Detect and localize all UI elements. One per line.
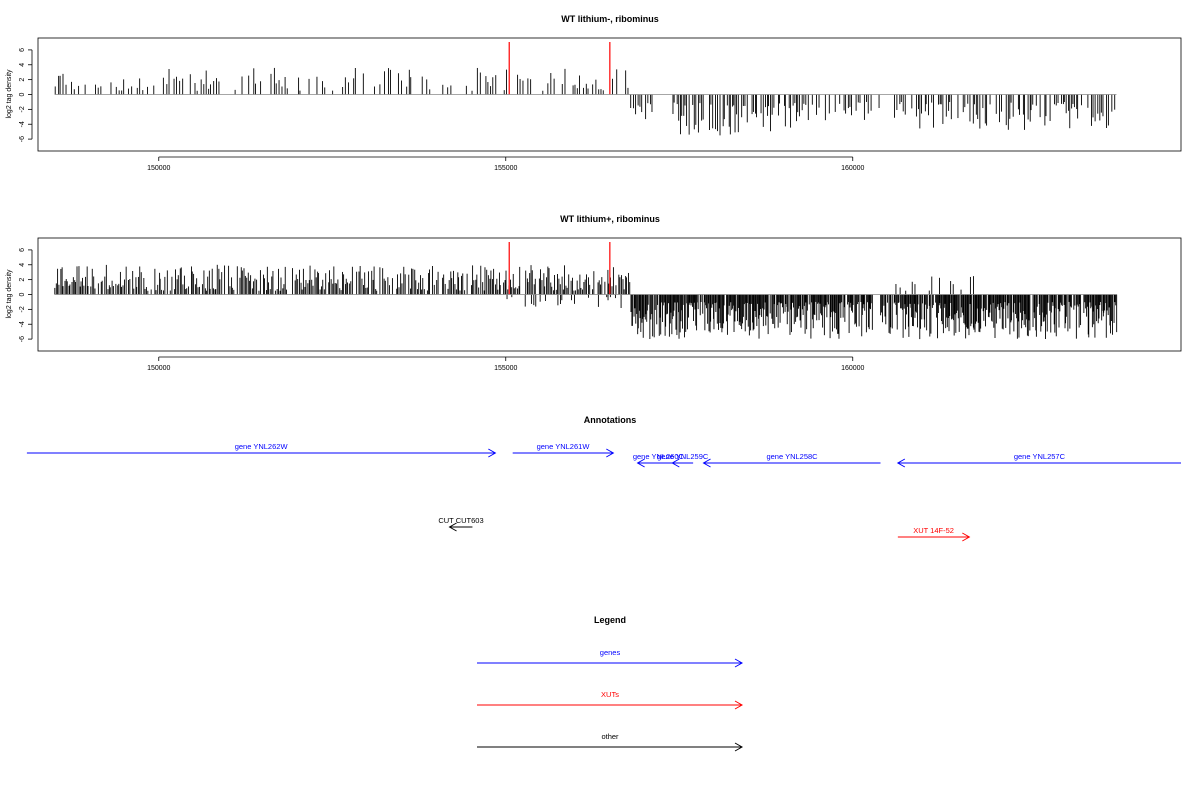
annotation-label: gene YNL262W bbox=[235, 442, 289, 451]
y-axis-label: log2 tag density bbox=[6, 269, 13, 319]
arrowhead bbox=[734, 700, 744, 710]
x-axis: 150000 155000 160000 bbox=[147, 156, 865, 172]
x-tick-label: 150000 bbox=[147, 165, 170, 172]
bar-series bbox=[54, 67, 1116, 136]
y-axis: -6 -4 -2 0 2 4 6 bbox=[19, 248, 33, 342]
y-tick-label: 0 bbox=[19, 292, 26, 296]
marker-lines bbox=[508, 42, 611, 95]
y-tick-label: -4 bbox=[19, 121, 26, 127]
y-tick-label: -2 bbox=[19, 306, 26, 312]
y-tick-label: -4 bbox=[19, 321, 26, 327]
arrowhead bbox=[448, 522, 457, 532]
panel-title: WT lithium-, ribominus bbox=[561, 14, 659, 24]
annotation-label: XUT 14F-52 bbox=[913, 526, 954, 535]
y-tick-label: 2 bbox=[19, 278, 26, 282]
annotation-label: gene YNL260C bbox=[633, 452, 685, 461]
annotation-label: gene YNL257C bbox=[1014, 452, 1066, 461]
y-tick-label: 0 bbox=[19, 92, 26, 96]
legend: Legend genes XUTs other bbox=[477, 615, 744, 752]
track-panel-lithium-minus: WT lithium-, ribominus log2 tag density … bbox=[6, 14, 1182, 172]
annotations-title: Annotations bbox=[584, 415, 637, 425]
legend-label: XUTs bbox=[601, 690, 619, 699]
annotation-label: gene YNL261W bbox=[537, 442, 591, 451]
y-tick-label: -2 bbox=[19, 106, 26, 112]
y-tick-label: 4 bbox=[19, 263, 26, 267]
annotation-label: gene YNL259C bbox=[657, 452, 709, 461]
annotation-track: Annotations gene YNL262W gene YNL261W gene… bbox=[26, 415, 1181, 542]
y-tick-label: -6 bbox=[19, 336, 26, 342]
legend-label: other bbox=[601, 732, 619, 741]
panel-title: WT lithium+, ribominus bbox=[560, 214, 660, 224]
plot-frame bbox=[37, 237, 1182, 352]
annotation-label: CUT CUT603 bbox=[438, 516, 483, 525]
bar-series bbox=[54, 264, 1118, 340]
x-tick-label: 160000 bbox=[841, 365, 864, 372]
arrowhead bbox=[488, 448, 497, 458]
arrowhead bbox=[962, 532, 971, 542]
y-tick-label: -6 bbox=[19, 136, 26, 142]
x-tick-label: 160000 bbox=[841, 165, 864, 172]
arrowhead bbox=[734, 742, 744, 752]
y-tick-label: 2 bbox=[19, 78, 26, 82]
track-panel-lithium-plus: WT lithium+, ribominus log2 tag density … bbox=[6, 214, 1182, 372]
arrowhead bbox=[702, 458, 711, 468]
legend-title: Legend bbox=[594, 615, 626, 625]
plot-frame bbox=[37, 37, 1182, 152]
arrowhead bbox=[896, 458, 906, 468]
legend-label: genes bbox=[600, 648, 621, 657]
arrowhead bbox=[671, 458, 680, 468]
annotation-label: gene YNL258C bbox=[766, 452, 818, 461]
arrowhead bbox=[606, 448, 615, 458]
marker-lines bbox=[508, 242, 611, 295]
y-axis: -6 -4 -2 0 2 4 6 bbox=[19, 48, 33, 142]
y-tick-label: 4 bbox=[19, 63, 26, 67]
x-axis: 150000 155000 160000 bbox=[147, 356, 865, 372]
arrowhead bbox=[734, 658, 744, 668]
y-tick-label: 6 bbox=[19, 48, 26, 52]
x-tick-label: 150000 bbox=[147, 365, 170, 372]
x-tick-label: 155000 bbox=[494, 165, 517, 172]
y-tick-label: 6 bbox=[19, 248, 26, 252]
x-tick-label: 155000 bbox=[494, 365, 517, 372]
y-axis-label: log2 tag density bbox=[6, 69, 13, 119]
arrowhead bbox=[636, 458, 645, 468]
